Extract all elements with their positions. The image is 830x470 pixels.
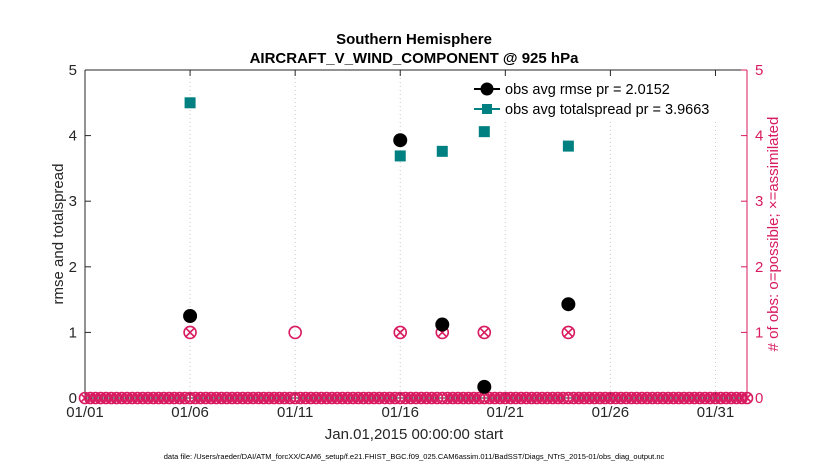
obs-assimilated-point xyxy=(742,393,752,403)
rmse-point xyxy=(561,297,576,312)
y-axis-label-right: # of obs: o=possible; ×=assimilated xyxy=(765,117,782,352)
legend: obs avg rmse pr = 2.0152 obs avg totalsp… xyxy=(466,76,746,122)
obs-possible-point xyxy=(393,325,408,340)
obs-assimilated-point xyxy=(285,393,295,403)
series-obs-possible xyxy=(78,325,754,405)
x-axis: 01/01 01/06 01/11 01/16 01/21 01/26 01/31 xyxy=(66,70,734,421)
legend-marker-rmse xyxy=(480,82,494,96)
chart-subtitle: AIRCRAFT_V_WIND_COMPONENT @ 925 hPa xyxy=(250,50,580,67)
rmse-point xyxy=(477,379,492,394)
series-obs-assimilated xyxy=(80,327,752,403)
legend-label-spread: obs avg totalspread pr = 3.9663 xyxy=(505,102,709,118)
y-tick-label-right: 5 xyxy=(755,62,763,79)
rmse-point xyxy=(435,317,450,332)
obs-possible-point xyxy=(561,325,576,340)
spread-point xyxy=(184,97,196,109)
rmse-point xyxy=(183,309,198,323)
spread-point xyxy=(478,126,490,138)
y-tick-label-left: 2 xyxy=(69,259,77,276)
x-tick-label: 01/01 xyxy=(66,404,104,421)
spread-point xyxy=(562,140,574,152)
x-tick-label: 01/06 xyxy=(171,404,209,421)
y-tick-label-right: 3 xyxy=(755,193,763,210)
data-series xyxy=(78,97,754,405)
series-totalspread xyxy=(184,97,574,162)
y-tick-label-right: 2 xyxy=(755,259,763,276)
y-axis-left: 0 1 2 3 4 5 xyxy=(69,62,91,407)
obs-assimilated-point xyxy=(558,393,568,403)
y-tick-label-left: 5 xyxy=(69,62,77,79)
chart-title: Southern Hemisphere xyxy=(336,31,492,48)
x-tick-label: 01/16 xyxy=(381,404,419,421)
obs-possible-point xyxy=(288,325,302,340)
obs-assimilated-point xyxy=(390,393,400,403)
obs-possible-point xyxy=(477,325,492,340)
obs-assimilated-point xyxy=(395,327,406,338)
rmse-point xyxy=(393,133,408,148)
x-tick-label: 01/31 xyxy=(697,404,735,421)
obs-assimilated-point xyxy=(180,393,190,403)
y-tick-label-left: 0 xyxy=(69,390,77,407)
legend-box xyxy=(466,76,746,122)
x-axis-label: Jan.01,2015 00:00:00 start xyxy=(325,426,504,443)
x-tick-label: 01/26 xyxy=(592,404,630,421)
y-tick-label-left: 1 xyxy=(69,324,77,341)
spread-point xyxy=(436,145,448,157)
y-tick-label-left: 4 xyxy=(69,128,77,145)
spread-point xyxy=(394,150,406,162)
y-tick-label-right: 4 xyxy=(755,128,763,145)
footer-data-file: data file: /Users/raeder/DAI/ATM_forcXX/… xyxy=(164,452,665,461)
legend-label-rmse: obs avg rmse pr = 2.0152 xyxy=(505,82,670,98)
obs-assimilated-point xyxy=(474,393,484,403)
y-tick-label-right: 1 xyxy=(755,324,763,341)
obs-assimilated-point xyxy=(185,327,196,338)
obs-possible-point xyxy=(183,325,197,340)
obs-assimilated-point xyxy=(479,327,490,338)
y-tick-label-left: 3 xyxy=(69,193,77,210)
legend-marker-spread xyxy=(482,104,492,114)
y-axis-label-left: rmse and totalspread xyxy=(50,164,67,305)
obs-assimilated-point xyxy=(432,393,442,403)
obs-assimilated-point xyxy=(563,327,574,338)
y-tick-label-right: 0 xyxy=(755,390,763,407)
series-rmse xyxy=(183,133,576,394)
x-tick-label: 01/11 xyxy=(277,404,313,421)
x-tick-label: 01/21 xyxy=(487,404,525,421)
